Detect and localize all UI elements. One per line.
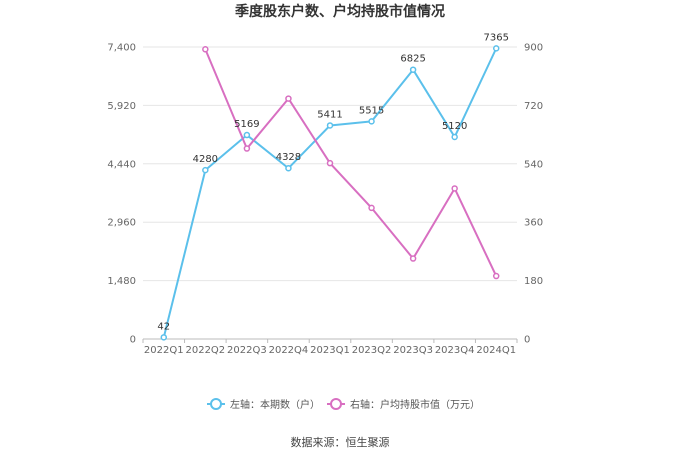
right-y-tick-label: 900 [524, 43, 543, 54]
x-tick-label: 2023Q3 [393, 345, 433, 356]
data-labels: 42 4280 5169 4328 5411 5515 6825 5120 7365 [157, 32, 509, 332]
left-series-point [409, 66, 417, 73]
data-label: 7365 [483, 32, 508, 43]
data-label: 5515 [359, 105, 384, 116]
left-series-point [285, 164, 292, 172]
left-series-point [326, 122, 334, 129]
legend-left-marker [210, 398, 222, 410]
left-series-point [492, 45, 500, 52]
right-series-line [204, 48, 498, 277]
series-layer [160, 45, 500, 341]
left-series-point [243, 131, 251, 139]
x-axis: 2022Q1 2022Q2 2022Q3 2022Q4 2023Q1 2023Q2 2023… [142, 338, 518, 356]
left-series-line [162, 47, 498, 338]
right-series-point [202, 46, 209, 53]
left-series-point [451, 133, 458, 141]
right-y-tick-label: 0 [524, 335, 530, 346]
right-series-point [285, 95, 292, 102]
legend-right-label: 右轴：户均持股市值（万元） [350, 398, 480, 411]
right-series-point [451, 185, 458, 192]
right-y-tick-label: 180 [524, 276, 543, 287]
right-y-axis: 0 180 360 540 720 900 [524, 43, 543, 346]
right-series-point [243, 145, 251, 152]
left-y-tick-label: 0 [130, 335, 136, 346]
x-tick-label: 2024Q1 [476, 345, 516, 356]
right-series-point [368, 204, 375, 212]
x-tick-label: 2023Q2 [352, 345, 392, 356]
data-label: 5411 [317, 109, 342, 120]
chart-title: 季度股东户数、户均持股市值情况 [234, 3, 445, 20]
left-y-tick-label: 5,920 [107, 101, 136, 112]
data-label: 4280 [193, 154, 218, 165]
right-series-point [326, 159, 334, 167]
left-series-point [368, 118, 375, 125]
right-y-tick-label: 540 [524, 159, 543, 170]
left-y-tick-label: 2,960 [107, 218, 136, 229]
legend: 左轴：本期数（户） 右轴：户均持股市值（万元） [207, 398, 480, 411]
data-label: 6825 [400, 54, 425, 65]
data-label: 5169 [234, 119, 259, 130]
data-label: 42 [157, 321, 170, 332]
legend-item-right-series[interactable]: 右轴：户均持股市值（万元） [327, 398, 480, 411]
left-y-axis: 0 1,480 2,960 4,440 5,920 7,400 [107, 43, 136, 346]
data-source: 数据来源：恒生聚源 [291, 435, 390, 449]
x-tick-label: 2022Q1 [144, 345, 184, 356]
right-series-point [492, 272, 500, 280]
x-tick-label: 2022Q4 [269, 345, 309, 356]
left-y-tick-label: 4,440 [107, 159, 136, 170]
x-tick-label: 2022Q2 [185, 345, 225, 356]
legend-right-marker [330, 398, 342, 410]
data-label: 4328 [276, 152, 301, 163]
left-series-point [202, 166, 209, 174]
right-y-tick-label: 720 [524, 101, 543, 112]
left-y-tick-label: 1,480 [107, 276, 136, 287]
x-tick-label: 2023Q1 [310, 345, 350, 356]
right-series-point [409, 255, 417, 262]
legend-item-left-series[interactable]: 左轴：本期数（户） [207, 398, 320, 411]
legend-left-label: 左轴：本期数（户） [230, 398, 320, 411]
left-y-tick-label: 7,400 [107, 43, 136, 54]
data-label: 5120 [442, 121, 467, 132]
x-tick-label: 2022Q3 [227, 345, 267, 356]
left-series-point [160, 334, 168, 341]
right-y-tick-label: 360 [524, 218, 543, 229]
x-tick-label: 2023Q4 [435, 345, 475, 356]
